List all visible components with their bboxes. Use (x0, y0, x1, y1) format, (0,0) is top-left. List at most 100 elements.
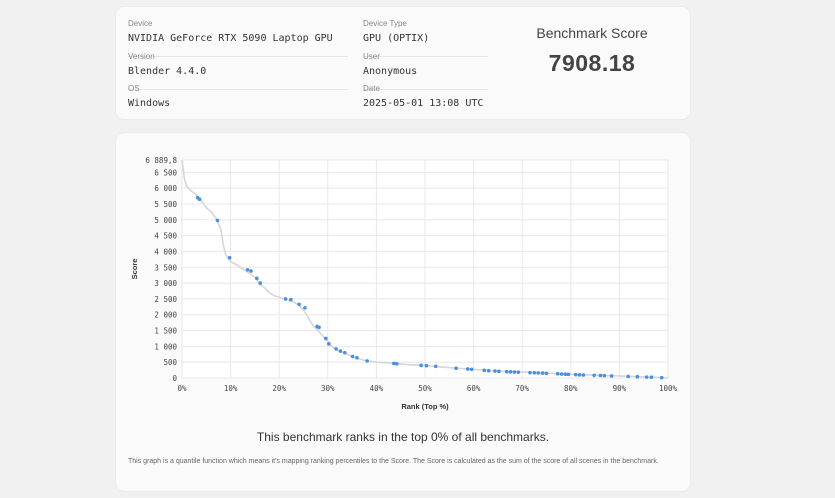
data-point (516, 370, 521, 374)
y-tick-label: 6 000 (154, 184, 177, 193)
data-point (324, 336, 328, 341)
x-tick-label: 90% (613, 384, 627, 393)
y-axis-title: Score (130, 259, 139, 280)
data-point (297, 302, 301, 307)
benchmark-score-title: Benchmark Score (536, 25, 648, 41)
data-point (482, 368, 487, 373)
x-tick-label: 70% (515, 384, 529, 393)
data-point (573, 372, 578, 377)
data-point (581, 373, 586, 377)
data-point (659, 375, 664, 380)
y-tick-label: 1 500 (154, 327, 177, 336)
data-point (512, 370, 517, 374)
data-point (249, 269, 253, 273)
data-point (493, 369, 497, 373)
y-tick-label: 2 500 (154, 295, 177, 304)
divider (363, 56, 488, 57)
x-tick-label: 40% (370, 384, 384, 393)
x-tick-label: 0% (177, 384, 187, 393)
data-point (644, 375, 649, 379)
data-point (555, 371, 560, 376)
data-point (283, 297, 288, 301)
device-field: Device NVIDIA GeForce RTX 5090 Laptop GP… (128, 19, 348, 57)
data-point (350, 354, 355, 359)
data-point (609, 374, 614, 378)
data-point (424, 363, 429, 368)
device-type-value: GPU (OPTIX) (363, 33, 430, 44)
date-field: Date 2025-05-01 13:08 UTC (363, 84, 488, 109)
data-point (433, 364, 438, 369)
benchmark-score: Benchmark Score 7908.18 (516, 25, 668, 77)
data-point (540, 371, 545, 375)
version-label: Version (128, 52, 155, 61)
y-tick-label: 2 000 (154, 311, 177, 320)
user-field: User Anonymous (363, 52, 488, 90)
user-label: User (363, 52, 380, 61)
x-axis-title: Rank (Top %) (401, 402, 449, 411)
device-type-field: Device Type GPU (OPTIX) (363, 19, 488, 57)
x-tick-label: 50% (418, 384, 432, 393)
quantile-graph-card: 0 500 1 000 1 500 2 000 2 500 3 000 3 500 4 000 4… (116, 133, 690, 491)
x-tick-label: 80% (564, 384, 578, 393)
benchmark-score-value: 7908.18 (548, 50, 636, 76)
data-point (419, 363, 423, 368)
data-point (486, 368, 491, 373)
y-tick-label: 4 500 (154, 232, 177, 241)
data-point (338, 349, 343, 353)
y-tick-label: 5 500 (154, 200, 177, 209)
user-value: Anonymous (363, 66, 418, 77)
y-tick-label: 6 500 (154, 168, 177, 177)
data-point (289, 297, 293, 302)
quantile-curve (181, 159, 669, 379)
data-point (227, 255, 232, 260)
data-point (454, 366, 458, 370)
data-point (343, 350, 347, 355)
version-field: Version Blender 4.4.0 (128, 52, 348, 90)
data-point (334, 347, 338, 351)
y-tick-label: 0 (172, 374, 177, 383)
data-point (508, 370, 513, 374)
data-point (245, 267, 250, 272)
x-tick-label: 30% (321, 384, 335, 393)
rank-summary: This benchmark ranks in the top 0% of al… (256, 430, 550, 444)
data-point (626, 374, 630, 379)
graph-explanation: This graph is a quantile function which … (128, 458, 659, 465)
data-point (215, 218, 220, 223)
data-point (395, 361, 399, 366)
os-label: OS (128, 84, 140, 93)
data-point (528, 370, 532, 375)
data-point (255, 276, 259, 281)
y-tick-label: 1 000 (154, 342, 177, 351)
data-point (577, 373, 582, 377)
data-point (469, 367, 474, 372)
y-tick-label: 6 889,8 (145, 156, 177, 165)
data-point (355, 355, 359, 360)
data-point (635, 374, 640, 379)
data-point (592, 373, 596, 378)
data-point (392, 361, 396, 366)
date-value: 2025-05-01 13:08 UTC (363, 98, 484, 109)
data-point (566, 372, 571, 377)
data-point (532, 370, 537, 375)
device-label: Device (128, 19, 153, 28)
data-point (317, 325, 321, 330)
data-point (258, 281, 263, 285)
x-tick-label: 60% (467, 384, 481, 393)
x-tick-label: 20% (272, 384, 286, 393)
divider (363, 89, 488, 90)
y-tick-label: 500 (163, 358, 177, 367)
data-point (365, 359, 369, 363)
quantile-chart[interactable]: 0 500 1 000 1 500 2 000 2 500 3 000 3 500 4 000 4… (116, 133, 690, 423)
device-type-label: Device Type (363, 19, 407, 28)
data-point (563, 372, 568, 377)
data-point (497, 369, 501, 374)
divider (128, 56, 348, 57)
data-point (326, 342, 331, 346)
y-tick-label: 3 000 (154, 279, 177, 288)
data-point (465, 367, 470, 371)
x-tick-label: 100% (659, 384, 678, 393)
data-point (504, 369, 509, 374)
data-point (598, 373, 603, 378)
version-value: Blender 4.4.0 (128, 66, 207, 77)
y-tick-label: 5 000 (154, 216, 177, 225)
